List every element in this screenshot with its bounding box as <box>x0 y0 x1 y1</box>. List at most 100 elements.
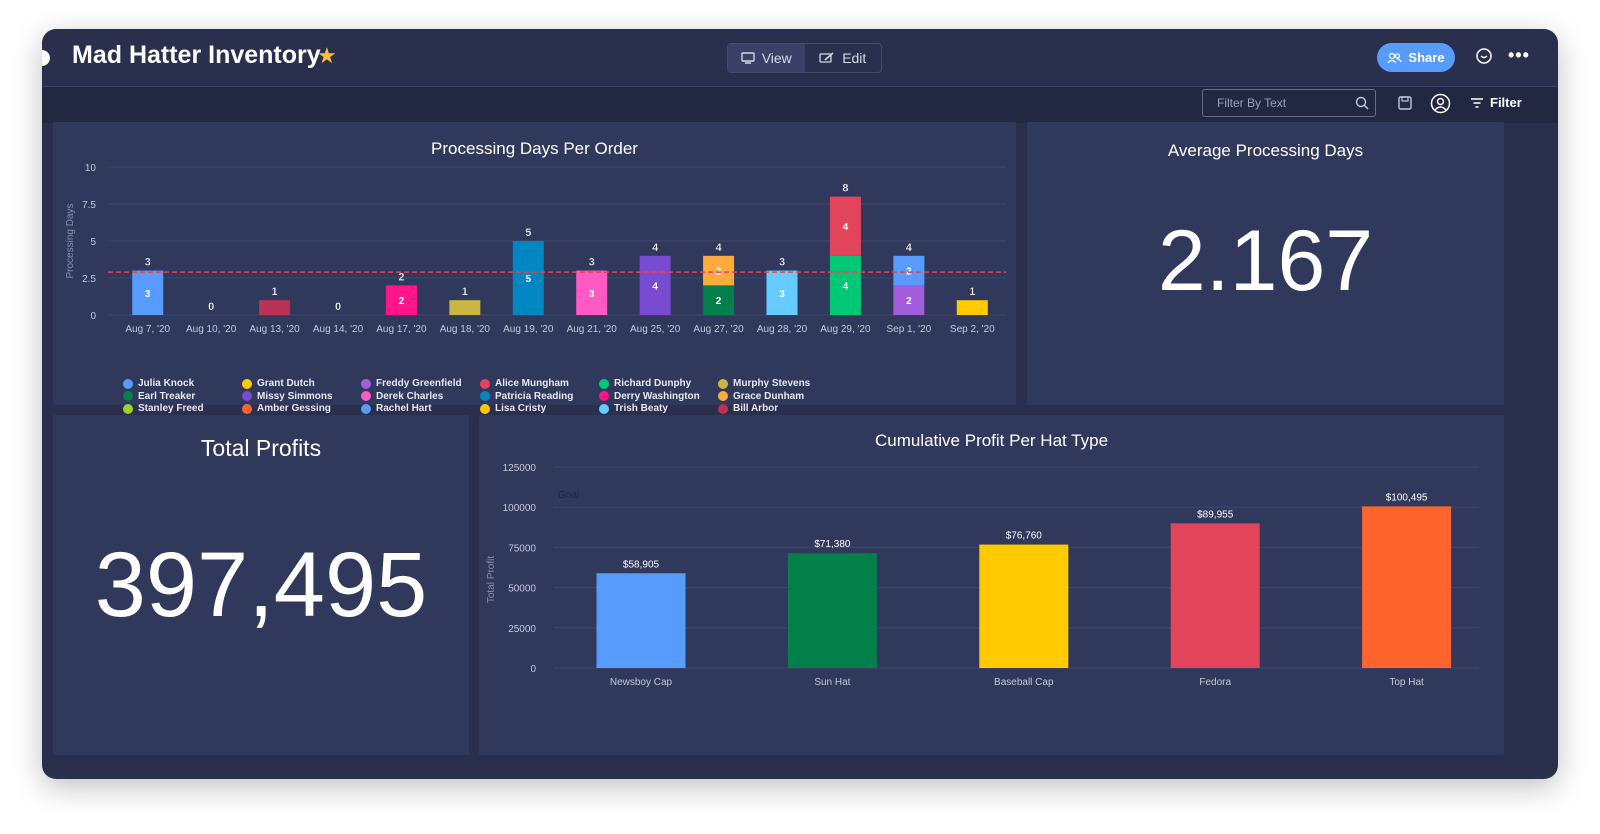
legend-item[interactable]: Trish Beaty <box>599 403 668 414</box>
bar-total-label: 3 <box>779 257 785 269</box>
segment-label: 4 <box>652 281 658 292</box>
legend-item[interactable]: Lisa Cristy <box>480 403 546 414</box>
legend-item[interactable]: Derek Charles <box>361 391 443 402</box>
bar-value-label: $100,495 <box>1386 492 1428 503</box>
y-tick-label: 10 <box>85 163 97 174</box>
cumulative-profit-widget: Cumulative Profit Per Hat Type 0 25000 500… <box>479 415 1504 755</box>
legend-color-dot <box>599 378 609 389</box>
bar-segment[interactable] <box>703 285 735 315</box>
legend-item[interactable]: Bill Arbor <box>718 403 778 414</box>
bar-value-label: $76,760 <box>1006 531 1043 542</box>
more-options-icon[interactable]: ••• <box>1508 45 1530 65</box>
profit-bar[interactable] <box>1362 506 1452 668</box>
legend-item[interactable]: Derry Washington <box>599 391 700 402</box>
bar-segment[interactable] <box>893 255 925 286</box>
legend-item[interactable]: Earl Treaker <box>123 391 195 402</box>
processing-days-legend: Julia Knock Earl Treaker Stanley Freed Gran… <box>123 378 1003 422</box>
edit-button[interactable]: Edit <box>805 44 882 72</box>
legend-color-dot <box>361 391 371 401</box>
favorite-star-icon[interactable]: ★ <box>317 43 337 68</box>
legend-item[interactable]: Richard Dunphy <box>599 378 691 389</box>
x-tick-label: Newsboy Cap <box>610 677 673 688</box>
profit-bar[interactable] <box>1170 523 1260 668</box>
bar-segment[interactable] <box>766 270 798 315</box>
total-profits-widget: Total Profits 397,495 <box>53 415 469 755</box>
legend-color-dot <box>718 378 728 389</box>
y-tick-label: 0 <box>530 664 536 675</box>
bar-segment[interactable] <box>829 196 861 256</box>
bar-total-label: 0 <box>208 301 214 313</box>
x-tick-label: Aug 7, '20 <box>125 324 170 335</box>
legend-color-dot <box>242 391 252 401</box>
profit-bar[interactable] <box>596 573 686 668</box>
total-profits-title: Total Profits <box>200 435 322 461</box>
legend-color-dot <box>123 403 133 414</box>
legend-item[interactable]: Grace Dunham <box>718 391 804 402</box>
legend-label: Derek Charles <box>376 390 444 402</box>
x-tick-label: Baseball Cap <box>994 677 1054 688</box>
legend-item[interactable]: Missy Simmons <box>242 391 333 402</box>
legend-item[interactable]: Alice Mungham <box>480 378 569 389</box>
x-tick-label: Aug 27, '20 <box>693 324 744 335</box>
legend-item[interactable]: Freddy Greenfield <box>361 378 462 389</box>
legend-item[interactable]: Julia Knock <box>123 378 194 389</box>
bar-total-label: 1 <box>969 286 975 298</box>
bar-segment[interactable] <box>893 285 925 315</box>
y-tick-label: 75000 <box>508 543 536 554</box>
legend-item[interactable]: Stanley Freed <box>123 403 204 414</box>
x-tick-label: Aug 14, '20 <box>313 324 364 335</box>
y-axis-label: Processing Days <box>65 203 76 278</box>
bar-segment[interactable] <box>956 300 988 315</box>
bar-segment[interactable] <box>639 255 671 315</box>
legend-label: Rachel Hart <box>376 403 432 414</box>
bar-segment[interactable] <box>576 270 608 315</box>
legend-label: Derry Washington <box>614 390 700 402</box>
legend-color-dot <box>599 403 609 414</box>
bar-total-label: 1 <box>272 286 278 298</box>
profit-bar[interactable] <box>787 553 877 668</box>
x-tick-label: Aug 29, '20 <box>820 324 871 335</box>
bar-segment[interactable] <box>259 300 291 315</box>
legend-item[interactable]: Amber Gessing <box>242 403 331 414</box>
sidebar-toggle[interactable] <box>42 50 50 66</box>
share-button[interactable]: Share <box>1377 43 1455 72</box>
bar-segment[interactable] <box>385 285 417 315</box>
toolbar: Filter By Text Filter <box>42 87 1558 123</box>
bar-segment[interactable] <box>449 300 481 315</box>
bar-total-label: 3 <box>589 257 595 269</box>
profit-bar[interactable] <box>979 544 1069 668</box>
filter-button[interactable]: Filter <box>1470 95 1522 110</box>
legend-item[interactable]: Patricia Reading <box>480 391 573 402</box>
view-label: View <box>761 50 792 66</box>
search-icon <box>1355 96 1369 110</box>
legend-label: Richard Dunphy <box>614 378 692 389</box>
legend-label: Patricia Reading <box>495 390 574 402</box>
legend-color-dot <box>123 391 133 401</box>
bar-segment[interactable] <box>829 255 861 315</box>
y-tick-label: 0 <box>90 311 96 322</box>
legend-label: Freddy Greenfield <box>376 378 462 389</box>
y-axis-label: Total Profit <box>486 556 497 603</box>
legend-item[interactable]: Rachel Hart <box>361 403 432 414</box>
processing-days-title: Processing Days Per Order <box>431 139 638 158</box>
chat-icon[interactable] <box>1475 47 1493 65</box>
bar-segment[interactable] <box>703 255 735 286</box>
x-tick-label: Aug 19, '20 <box>503 324 554 335</box>
person-icon[interactable] <box>1430 93 1451 114</box>
filter-label: Filter <box>1490 95 1522 110</box>
bar-total-label: 8 <box>842 183 848 195</box>
bar-segment[interactable] <box>512 241 544 315</box>
search-input[interactable]: Filter By Text <box>1202 89 1376 117</box>
legend-label: Alice Mungham <box>495 378 569 389</box>
view-button[interactable]: View <box>728 44 805 72</box>
processing-days-widget: Processing Days Per Order 0 2.5 5 7.5 10 Proc… <box>53 122 1016 414</box>
legend-label: Trish Beaty <box>614 403 668 414</box>
save-icon[interactable] <box>1398 96 1412 110</box>
legend-item[interactable]: Murphy Stevens <box>718 378 810 389</box>
x-tick-label: Sep 1, '20 <box>886 324 931 335</box>
legend-item[interactable]: Grant Dutch <box>242 378 315 389</box>
legend-label: Lisa Cristy <box>495 403 547 414</box>
bar-segment[interactable] <box>132 270 164 315</box>
average-processing-value: 2.167 <box>1157 213 1374 309</box>
